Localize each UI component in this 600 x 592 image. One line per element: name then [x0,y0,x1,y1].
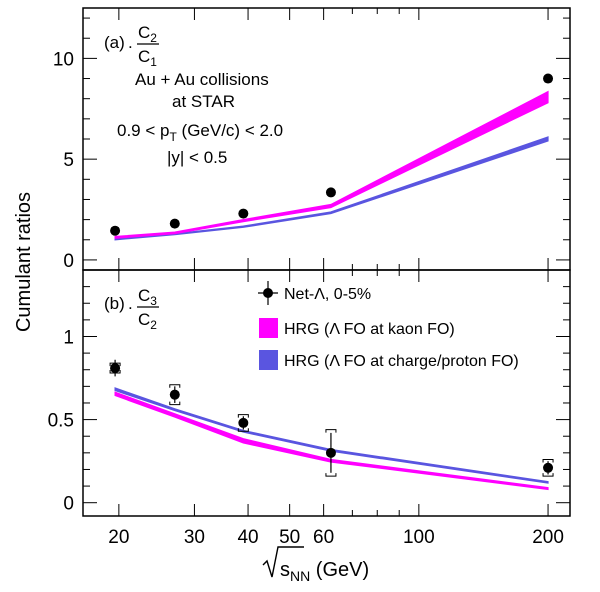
band-charge-proton-fo-panel-a [114,136,549,241]
x-axis-title-s: s [280,559,290,581]
x-tick-label: 50 [279,527,300,548]
sys-error-bracket [542,458,554,477]
sys-error-bracket [237,414,249,432]
svg-text:C3: C3 [138,286,157,308]
y-tick-label-a: 10 [53,49,74,70]
sqrt-symbol [262,546,304,578]
svg-text:Au + Au collisions: Au + Au collisions [135,70,269,89]
svg-text:.: . [128,294,133,313]
legend: Net-Λ, 0-5% HRG (Λ FO at kaon FO) HRG (Λ… [258,281,519,370]
x-tick-label: 30 [184,527,205,548]
x-tick-label: 200 [532,527,564,548]
data-point-net-lambda [110,363,121,374]
legend-marker-data [258,281,278,305]
svg-text:0.9 < pT (GeV/c) < 2.0: 0.9 < pT (GeV/c) < 2.0 [117,121,283,144]
data-point-net-lambda [325,447,336,458]
legend-label-data: Net-Λ, 0-5% [284,286,371,303]
svg-text:(b): (b) [104,294,125,313]
y-tick-label-b: 0.5 [48,411,74,432]
svg-text:sNN (GeV): sNN (GeV) [280,559,369,584]
data-point-net-lambda [110,225,121,236]
sys-error-bracket [325,429,337,477]
x-axis-title-sub: NN [290,568,310,584]
x-axis-title: sNN (GeV) [262,546,369,584]
x-tick-label: 20 [108,527,129,548]
svg-text:C2: C2 [138,310,157,332]
x-tick-label: 40 [237,527,258,548]
y-tick-label-a: 5 [63,150,74,171]
svg-text:.: . [128,33,133,52]
band-charge-proton-fo-panel-b [114,387,549,484]
svg-text:at STAR: at STAR [172,92,235,111]
sys-error-bracket [169,384,181,406]
band-kaon-fo-panel-b [114,391,549,491]
data-point-net-lambda [169,218,180,229]
y-tick-label-b: 1 [63,327,74,348]
collision-annotation: Au + Au collisions at STAR 0.9 < pT (GeV… [117,70,283,167]
legend-label-kaon-fo: HRG (Λ FO at kaon FO) [284,321,455,338]
svg-text:C2: C2 [138,23,157,45]
panel-b-label: (b) . C3 C2 [104,286,159,332]
legend-swatch-kaon-fo [259,318,278,338]
data-point-net-lambda [543,462,554,473]
panel-a-label: (a) . C2 C1 [104,23,159,69]
band-kaon-fo-panel-a [114,90,549,239]
data-point-net-lambda [543,73,554,84]
x-tick-label: 100 [403,527,435,548]
data-point-net-lambda [238,417,249,428]
svg-text:(a): (a) [104,33,125,52]
legend-swatch-charge-proton-fo [259,350,278,370]
x-tick-label: 60 [313,527,334,548]
legend-label-charge-proton-fo: HRG (Λ FO at charge/proton FO) [284,353,519,370]
model-bands [114,90,549,491]
y-axis-title: Cumulant ratios [13,192,35,332]
y-tick-label-a: 0 [63,251,74,272]
panel-b-frame [82,269,571,517]
data-point-net-lambda [169,389,180,400]
x-axis-title-unit: (GeV) [310,559,369,581]
data-point-net-lambda [238,208,249,219]
svg-text:|y| < 0.5: |y| < 0.5 [167,148,227,167]
svg-text:C1: C1 [138,47,157,69]
data-points [109,73,554,477]
data-point-net-lambda [325,187,336,198]
y-tick-label-b: 0 [63,494,74,515]
